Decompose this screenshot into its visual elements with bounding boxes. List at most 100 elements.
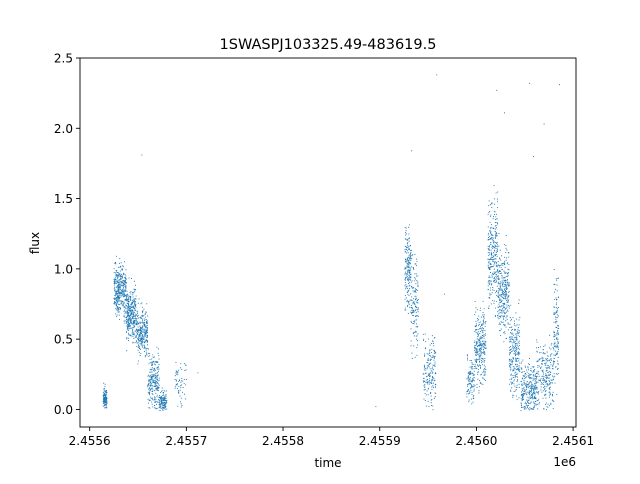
data-point [120, 273, 123, 276]
data-point [503, 303, 505, 305]
data-point [556, 320, 558, 322]
data-point [144, 339, 147, 341]
data-point [129, 326, 131, 328]
data-point [515, 350, 517, 352]
data-point [531, 366, 533, 368]
data-point [114, 308, 117, 310]
data-point [496, 290, 498, 292]
data-point [175, 385, 177, 387]
data-point [155, 385, 157, 387]
data-point [533, 407, 535, 409]
data-point [152, 399, 154, 401]
data-point [185, 398, 187, 400]
data-point [494, 292, 496, 294]
data-point [479, 332, 481, 335]
data-point [137, 314, 139, 316]
data-point [511, 336, 513, 338]
data-point [506, 287, 508, 289]
data-point [422, 340, 425, 342]
data-point [543, 380, 545, 382]
data-point [557, 277, 560, 279]
data-point [156, 367, 158, 369]
data-point [478, 364, 481, 366]
data-point [406, 301, 408, 303]
data-point [146, 335, 148, 337]
data-point [122, 291, 124, 293]
data-point [507, 301, 509, 303]
data-point [509, 365, 511, 368]
data-point [138, 330, 140, 332]
data-point [484, 330, 486, 332]
data-point [492, 234, 494, 236]
data-point [493, 276, 496, 278]
data-point [513, 320, 516, 322]
data-point [124, 298, 126, 300]
data-point [432, 386, 435, 388]
data-point [105, 393, 107, 395]
data-point [496, 300, 498, 303]
data-point [507, 268, 509, 270]
data-point [496, 280, 498, 282]
data-point [433, 364, 435, 366]
data-point [149, 393, 151, 395]
data-point [521, 403, 523, 405]
data-point [470, 367, 472, 369]
data-point [415, 326, 417, 328]
data-point [524, 402, 526, 404]
data-point [117, 311, 119, 313]
data-point [512, 359, 514, 361]
data-point [408, 300, 410, 302]
data-point [510, 383, 513, 385]
data-point [139, 332, 141, 334]
data-point [518, 351, 520, 354]
data-point [518, 386, 520, 389]
data-point [496, 235, 498, 237]
data-point [480, 347, 482, 349]
data-point [542, 360, 544, 362]
data-point [494, 237, 496, 239]
data-point [492, 273, 494, 276]
data-point [500, 312, 502, 314]
data-point [408, 240, 410, 242]
data-point [517, 346, 519, 348]
data-point [498, 310, 500, 312]
data-point [501, 309, 503, 311]
data-point [489, 272, 492, 274]
data-point [132, 305, 134, 307]
data-point [519, 362, 521, 364]
data-point [127, 318, 129, 320]
data-point [433, 397, 435, 399]
data-point [553, 306, 555, 308]
data-point [131, 318, 133, 320]
data-point [528, 373, 530, 375]
data-point [548, 380, 550, 382]
data-point [128, 309, 130, 311]
data-point [543, 381, 545, 384]
data-point [154, 385, 156, 387]
data-point [144, 336, 146, 338]
data-point [123, 292, 125, 294]
data-point [181, 405, 183, 407]
data-point [136, 345, 138, 348]
data-point [405, 277, 407, 279]
data-point [496, 218, 498, 220]
data-point [424, 393, 426, 395]
data-point [505, 259, 507, 261]
data-point [164, 395, 166, 397]
data-point [530, 408, 532, 410]
data-point [521, 371, 523, 373]
data-point [432, 372, 434, 374]
data-point [490, 238, 492, 240]
data-point [503, 298, 505, 300]
data-point [516, 360, 518, 362]
data-point [506, 315, 508, 317]
data-point [499, 300, 501, 302]
data-point [161, 406, 163, 408]
data-point [104, 383, 106, 385]
data-point [502, 286, 504, 288]
data-point [483, 317, 485, 319]
data-point [117, 299, 119, 301]
data-point [140, 327, 142, 329]
data-point [548, 359, 550, 361]
data-point [151, 392, 153, 395]
